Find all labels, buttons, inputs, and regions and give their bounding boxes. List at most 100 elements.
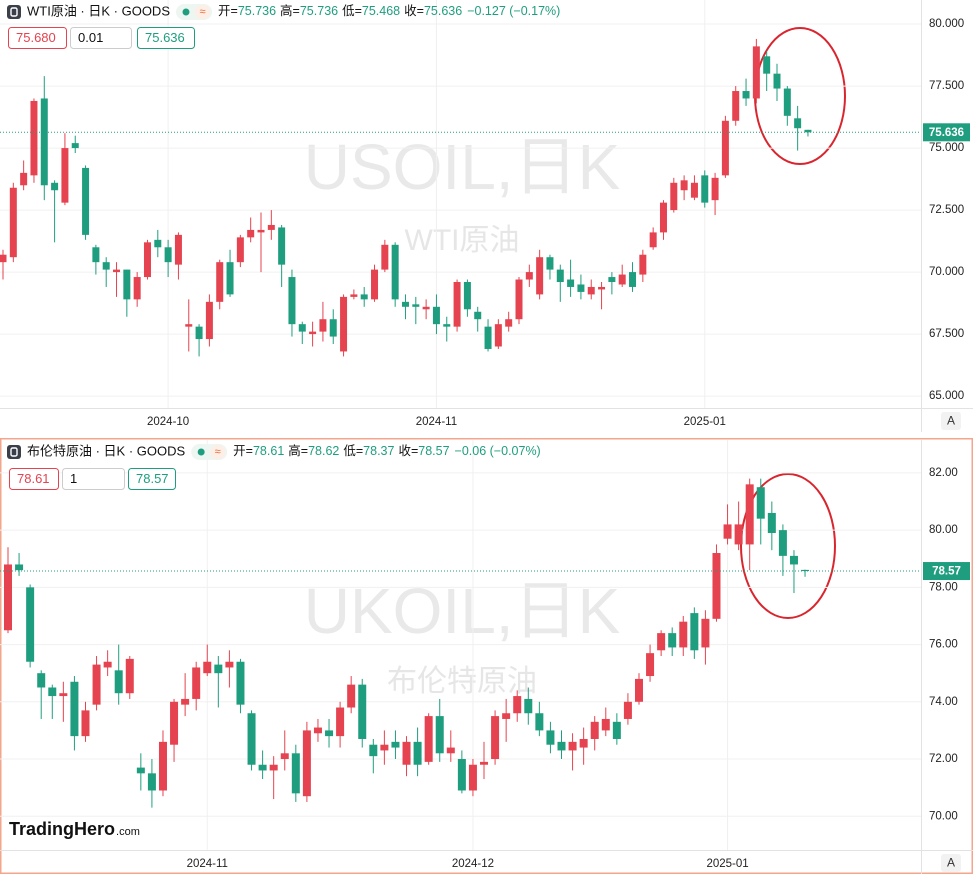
candle-body [380,744,389,751]
candle-body [480,761,489,765]
candle-body [567,279,575,287]
candle-body [216,262,224,302]
candle-body [474,311,482,320]
candle-body [453,282,461,327]
candle-body [623,701,632,719]
candle-body [804,129,812,133]
candle-body [347,684,356,708]
candle-body [463,282,471,310]
axis-mode-button[interactable] [941,854,961,872]
candle-body [742,91,750,99]
candle-body [587,286,595,295]
candle-body [30,100,38,176]
price-input[interactable] [70,27,132,49]
candle-body [302,730,311,797]
ohlc-value: 78.62 [308,444,339,458]
last-price-box [923,123,970,142]
candle-body [158,741,167,791]
candle-body [236,237,244,263]
ohlc-value: 78.57 [418,444,449,458]
price-input[interactable] [62,468,125,490]
candle-body [170,701,179,745]
candle-body [701,175,709,203]
ohlc-value: 75.736 [238,4,276,18]
candle-body [360,294,368,300]
x-tick-label: 2024-12 [452,858,494,870]
brand: TradingHero .com [9,819,140,839]
candle-body [291,753,300,794]
symbol-title: WTI原油 · 日K · GOODS [27,3,170,18]
candle-body [556,269,564,283]
candle-body [422,306,430,310]
price-input[interactable] [128,468,176,490]
candle-body [92,664,101,705]
candle-body [515,279,523,320]
candle-body [546,730,555,745]
candle-body [226,262,234,295]
y-tick-label: 70.00 [929,810,958,822]
candle-body [494,324,502,347]
highlight-ellipse [740,473,836,619]
candle-body [721,120,729,176]
candle-body [369,744,378,757]
candle-body [113,269,121,273]
price-input-text: 0.01 [78,30,103,45]
candle-body [381,244,389,270]
candle-body [513,696,522,714]
candle-body [794,118,802,129]
ohlc-value: 75.468 [362,4,400,18]
symbol-icon-inner [10,447,18,457]
candle-body [546,257,554,270]
candle-body [195,326,203,340]
ohlc-label: 收= [404,4,424,18]
candle-body [247,713,256,765]
price-input[interactable] [137,27,195,49]
candle-body [147,773,156,791]
status-approx: ≈ [215,446,221,458]
status-approx: ≈ [199,6,205,18]
y-tick-label: 65.000 [929,390,964,402]
price-input-text: 1 [70,471,77,486]
candle-body [391,244,399,300]
ohlc-line: 开=75.736 高=75.736 低=75.468 收=75.636 −0.127 (… [218,3,560,18]
price-input-text: 75.680 [16,30,56,45]
chart-pane: USOIL,日K WTI原油 65.000 67.500 70.000 72.500 75.… [0,0,973,432]
candle-body [424,716,433,762]
symbol-icon [7,5,21,19]
candle-body [413,741,422,765]
candle-body [491,716,500,760]
candle-body [278,227,286,265]
price-input-text: 78.61 [17,471,50,486]
candle-body [767,512,776,533]
candle-body [412,304,420,307]
candle-body [236,661,245,705]
candle-body [634,678,643,702]
candle-body [443,324,451,327]
candle-body [502,713,511,719]
axis-mode-button[interactable] [941,412,961,430]
x-tick-label: 2024-11 [187,858,228,870]
price-input[interactable] [8,27,67,49]
candle-body [711,177,719,201]
candle-body [712,553,721,619]
candle-body [192,667,201,699]
y-tick-label: 70.000 [929,266,964,278]
candle-body [745,484,754,545]
ohlc-value: 75.736 [300,4,338,18]
candle-body [457,759,466,791]
symbol-icon-inner [10,7,18,17]
candle-body [484,326,492,349]
status-dot [182,8,190,16]
candle-body [778,530,787,556]
status-approx-bg [210,445,226,459]
y-tick-label: 76.00 [929,639,958,651]
candle-body [783,88,791,116]
ohlc-value: 78.61 [253,444,284,458]
candle-body [214,664,223,674]
candle-body [690,182,698,198]
candle-body [601,718,610,731]
candle-body [608,277,616,283]
watermark: UKOIL,日K [304,575,621,647]
price-input[interactable] [9,468,59,490]
